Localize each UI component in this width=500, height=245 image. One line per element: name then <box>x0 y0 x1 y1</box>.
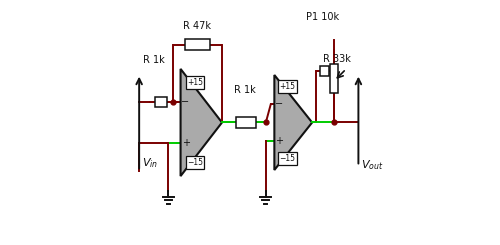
Bar <box>186 39 210 50</box>
Text: $V_{in}$: $V_{in}$ <box>142 156 158 170</box>
Text: −: − <box>182 97 190 107</box>
Bar <box>236 117 256 128</box>
Polygon shape <box>180 69 222 176</box>
Text: +: + <box>275 135 283 146</box>
Text: +: + <box>182 138 190 148</box>
Text: +15: +15 <box>187 78 203 87</box>
Bar <box>330 64 338 93</box>
Bar <box>278 152 296 165</box>
Text: −: − <box>275 99 283 110</box>
Text: R 33k: R 33k <box>323 54 351 64</box>
Bar <box>320 66 330 76</box>
Polygon shape <box>274 75 312 170</box>
Bar <box>186 156 204 169</box>
Text: +15: +15 <box>280 82 295 91</box>
Text: −15: −15 <box>280 154 295 163</box>
Text: −15: −15 <box>187 158 203 167</box>
Text: R 1k: R 1k <box>234 85 256 95</box>
Bar <box>155 97 167 107</box>
Bar <box>278 80 296 93</box>
Text: R 1k: R 1k <box>143 55 165 65</box>
Text: $V_{out}$: $V_{out}$ <box>362 159 384 172</box>
Bar <box>186 76 204 89</box>
Text: P1 10k: P1 10k <box>306 12 339 22</box>
Text: R 47k: R 47k <box>183 21 211 31</box>
